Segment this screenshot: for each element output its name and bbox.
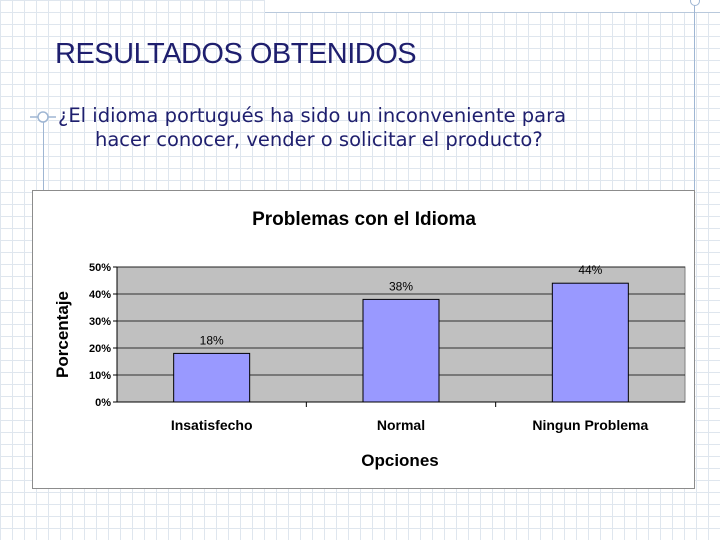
bullet-icon xyxy=(30,111,56,123)
bar-ningun-problema xyxy=(551,282,629,403)
x-tick-label: Ningun Problema xyxy=(532,417,648,433)
bar-normal xyxy=(362,298,440,403)
y-tick-label: 30% xyxy=(89,316,111,328)
question-text: ¿El idioma portugués ha sido un inconven… xyxy=(58,104,698,152)
chart-container: Problemas con el Idioma 0% 10% 20% 30% 40% 50%… xyxy=(32,190,695,489)
data-label: 44% xyxy=(578,263,602,277)
slide-title: RESULTADOS OBTENIDOS xyxy=(55,38,417,70)
chart-title: Problemas con el Idioma xyxy=(252,209,476,230)
data-label: 38% xyxy=(389,279,413,293)
y-tick-label: 50% xyxy=(89,262,111,274)
y-tick-label: 0% xyxy=(95,397,111,409)
question-line-1: ¿El idioma portugués ha sido un inconven… xyxy=(58,104,567,127)
x-tick-label: Normal xyxy=(377,417,425,433)
right-decorative-rule xyxy=(694,0,695,190)
y-axis-label: Porcentaje xyxy=(53,291,72,378)
y-tick-label: 40% xyxy=(89,289,111,301)
y-tick-label: 20% xyxy=(89,343,111,355)
x-tick-label: Insatisfecho xyxy=(171,417,253,433)
question-line-2: hacer conocer, vender o solicitar el pro… xyxy=(95,128,543,151)
x-axis-label: Opciones xyxy=(361,451,438,470)
right-rule-cap xyxy=(690,0,700,6)
data-label: 18% xyxy=(200,333,224,347)
bar-insatisfecho xyxy=(173,352,251,403)
top-decorative-band xyxy=(265,0,720,13)
y-tick-label: 10% xyxy=(89,370,111,382)
bar-chart: Problemas con el Idioma 0% 10% 20% 30% 40% 50%… xyxy=(53,209,686,470)
